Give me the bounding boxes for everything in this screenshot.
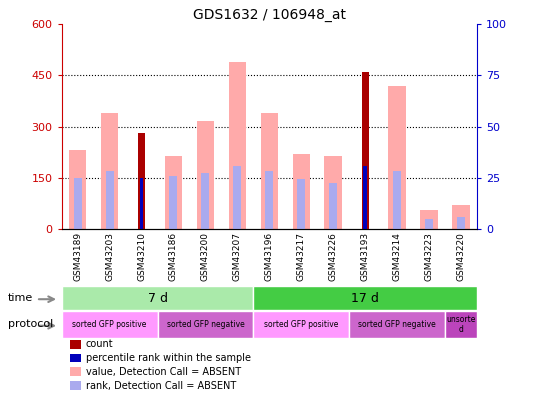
- Text: sorted GFP positive: sorted GFP positive: [264, 320, 338, 329]
- Text: sorted GFP positive: sorted GFP positive: [72, 320, 147, 329]
- Bar: [138, 133, 145, 229]
- Bar: [445, 311, 477, 338]
- Bar: [62, 311, 158, 338]
- Bar: [425, 219, 433, 229]
- Text: GSM43210: GSM43210: [137, 232, 146, 281]
- Bar: [362, 72, 369, 229]
- Bar: [254, 311, 349, 338]
- Bar: [169, 176, 177, 229]
- Bar: [228, 62, 246, 229]
- Bar: [260, 113, 278, 229]
- Bar: [293, 154, 310, 229]
- Text: sorted GFP negative: sorted GFP negative: [167, 320, 244, 329]
- Text: GSM43193: GSM43193: [361, 232, 370, 281]
- Bar: [165, 156, 182, 229]
- Bar: [73, 178, 81, 229]
- Text: GSM43226: GSM43226: [329, 232, 338, 281]
- Bar: [139, 178, 144, 229]
- Text: GSM43220: GSM43220: [457, 232, 466, 281]
- Bar: [254, 286, 477, 310]
- Text: GSM43214: GSM43214: [393, 232, 401, 281]
- Title: GDS1632 / 106948_at: GDS1632 / 106948_at: [193, 8, 346, 22]
- Bar: [393, 171, 401, 229]
- Bar: [349, 311, 445, 338]
- Text: unsorte
d: unsorte d: [446, 315, 476, 334]
- Text: GSM43207: GSM43207: [233, 232, 242, 281]
- Text: percentile rank within the sample: percentile rank within the sample: [86, 353, 251, 363]
- Bar: [420, 210, 438, 229]
- Text: GSM43217: GSM43217: [297, 232, 306, 281]
- Text: GSM43189: GSM43189: [73, 232, 82, 281]
- Text: count: count: [86, 339, 114, 349]
- Bar: [389, 86, 406, 229]
- Bar: [329, 183, 337, 229]
- Bar: [158, 311, 254, 338]
- Text: GSM43223: GSM43223: [425, 232, 434, 281]
- Bar: [106, 171, 114, 229]
- Bar: [233, 166, 241, 229]
- Text: protocol: protocol: [8, 320, 53, 329]
- Text: 17 d: 17 d: [351, 292, 379, 305]
- Bar: [297, 179, 306, 229]
- Bar: [202, 173, 210, 229]
- Bar: [197, 122, 214, 229]
- Text: time: time: [8, 293, 33, 303]
- Bar: [69, 150, 86, 229]
- Text: GSM43200: GSM43200: [201, 232, 210, 281]
- Text: value, Detection Call = ABSENT: value, Detection Call = ABSENT: [86, 367, 241, 377]
- Bar: [363, 166, 367, 229]
- Text: rank, Detection Call = ABSENT: rank, Detection Call = ABSENT: [86, 381, 236, 390]
- Text: 7 d: 7 d: [147, 292, 168, 305]
- Text: sorted GFP negative: sorted GFP negative: [358, 320, 436, 329]
- Bar: [324, 156, 342, 229]
- Bar: [452, 205, 470, 229]
- Text: GSM43196: GSM43196: [265, 232, 274, 281]
- Text: GSM43203: GSM43203: [105, 232, 114, 281]
- Bar: [101, 113, 118, 229]
- Bar: [265, 171, 273, 229]
- Text: GSM43186: GSM43186: [169, 232, 178, 281]
- Bar: [457, 217, 465, 229]
- Bar: [62, 286, 254, 310]
